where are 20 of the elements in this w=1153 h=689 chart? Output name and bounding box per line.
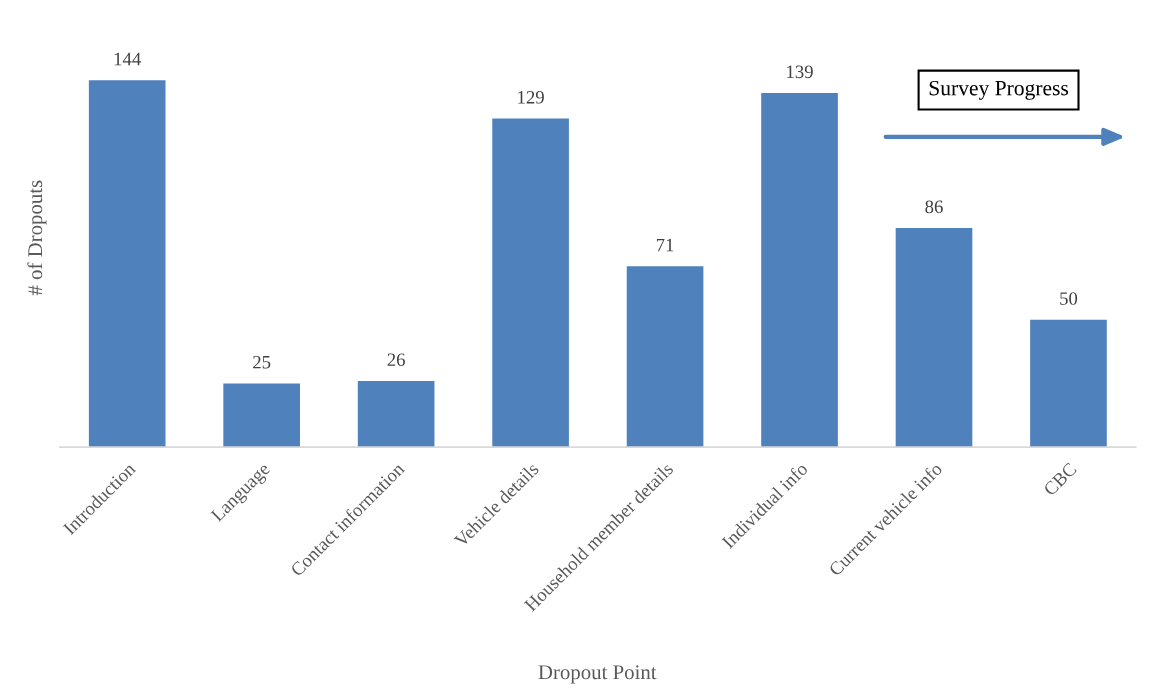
- data-label: 26: [387, 353, 405, 367]
- x-tick-label: CBC: [1042, 462, 1078, 497]
- y-axis-title: # of Dropouts: [27, 180, 47, 296]
- bar: [223, 383, 300, 448]
- bar: [1030, 319, 1107, 448]
- data-label: 50: [1060, 292, 1078, 305]
- annotation: Survey Progress: [929, 80, 1069, 100]
- bar: [626, 266, 704, 448]
- bar: [761, 93, 838, 448]
- data-label: 71: [656, 238, 674, 252]
- data-label: 144: [114, 52, 141, 66]
- data-label: 86: [925, 200, 943, 214]
- bar: [357, 380, 435, 448]
- bar: [895, 228, 973, 448]
- data-label: 25: [253, 355, 271, 369]
- data-label: 129: [518, 91, 544, 104]
- x-axis-title: Dropout Point: [538, 665, 657, 684]
- bar: [492, 118, 569, 448]
- bar: [88, 80, 166, 448]
- data-label: 139: [787, 65, 813, 79]
